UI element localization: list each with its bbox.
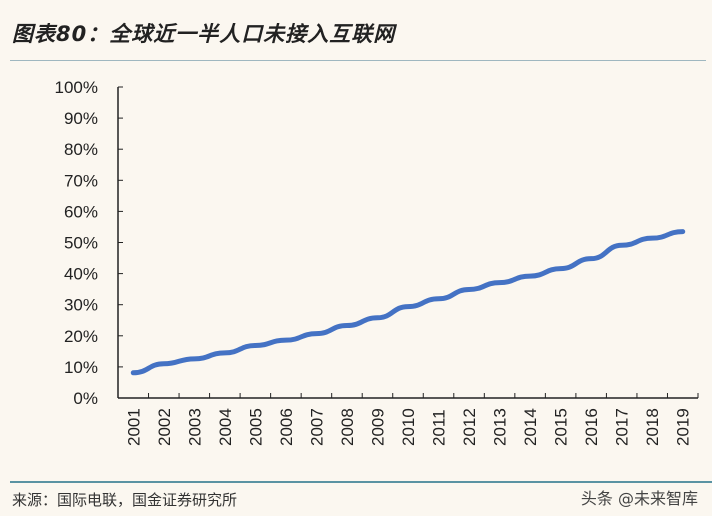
y-tick-label: 80%	[64, 140, 98, 159]
watermark: 头条 @未来智库	[580, 489, 698, 508]
x-tick-label: 2016	[582, 408, 601, 446]
x-tick-label: 2015	[552, 408, 571, 446]
y-tick-label: 60%	[64, 202, 98, 221]
x-tick-label: 2002	[155, 408, 174, 446]
x-tick-label: 2009	[368, 408, 387, 446]
x-tick-label: 2019	[674, 408, 693, 446]
y-tick-label: 40%	[64, 265, 98, 284]
y-tick-label: 50%	[64, 234, 98, 253]
x-tick-label: 2011	[430, 409, 449, 446]
title-divider	[10, 60, 706, 61]
y-tick-label: 70%	[64, 171, 98, 190]
chart-title: 图表80：全球近一半人口未接入互联网	[12, 22, 396, 46]
x-tick-label: 2005	[246, 408, 265, 446]
footer-divider	[10, 481, 712, 483]
x-tick-label: 2004	[216, 408, 235, 446]
y-tick-label: 30%	[64, 296, 98, 315]
x-tick-label: 2013	[491, 408, 510, 446]
x-tick-label: 2006	[277, 408, 296, 446]
x-tick-label: 2017	[613, 408, 632, 446]
line-chart: 0% 10% 20% 30% 40% 50% 60% 70% 80% 90% 100% 2001 200…	[55, 78, 699, 446]
y-tick-label: 90%	[64, 109, 98, 128]
x-tick-label: 2014	[521, 408, 540, 446]
x-tick-label: 2007	[307, 408, 326, 446]
x-tick-label: 2018	[643, 408, 662, 446]
x-tick-label: 2012	[460, 408, 479, 446]
x-tick-label: 2003	[185, 408, 204, 446]
x-tick-label: 2010	[399, 408, 418, 446]
y-tick-label: 0%	[73, 389, 98, 408]
x-tick-label: 2008	[338, 408, 357, 446]
source-note: 来源：国际电联，国金证券研究所	[12, 491, 238, 509]
y-tick-label: 10%	[64, 358, 98, 377]
x-tick-label: 2001	[124, 408, 143, 446]
series-line	[130, 229, 686, 376]
y-tick-label: 100%	[55, 78, 98, 97]
y-tick-label: 20%	[64, 327, 98, 346]
